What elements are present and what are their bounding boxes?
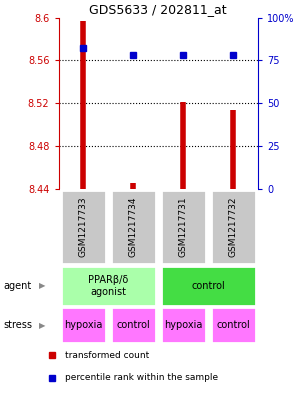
Bar	[61, 266, 156, 306]
Text: GSM1217731: GSM1217731	[179, 196, 188, 257]
Bar	[211, 307, 256, 343]
Bar	[160, 307, 206, 343]
Bar	[111, 307, 156, 343]
Text: hypoxia: hypoxia	[64, 320, 103, 330]
Text: percentile rank within the sample: percentile rank within the sample	[65, 373, 218, 382]
Title: GDS5633 / 202811_at: GDS5633 / 202811_at	[89, 4, 227, 17]
Text: control: control	[116, 320, 150, 330]
Text: transformed count: transformed count	[65, 351, 149, 360]
Text: agent: agent	[3, 281, 31, 291]
Text: GSM1217733: GSM1217733	[79, 196, 88, 257]
Text: hypoxia: hypoxia	[164, 320, 203, 330]
Text: GSM1217734: GSM1217734	[129, 197, 138, 257]
Text: control: control	[191, 281, 225, 291]
Bar	[160, 266, 256, 306]
Bar	[160, 189, 206, 264]
Bar	[211, 189, 256, 264]
Text: stress: stress	[3, 320, 32, 330]
Text: control: control	[216, 320, 250, 330]
Text: PPARβ/δ
agonist: PPARβ/δ agonist	[88, 275, 128, 297]
Bar	[61, 307, 106, 343]
Bar	[61, 189, 106, 264]
Text: ▶: ▶	[39, 281, 46, 290]
Text: GSM1217732: GSM1217732	[229, 197, 238, 257]
Text: ▶: ▶	[39, 321, 46, 330]
Bar	[111, 189, 156, 264]
